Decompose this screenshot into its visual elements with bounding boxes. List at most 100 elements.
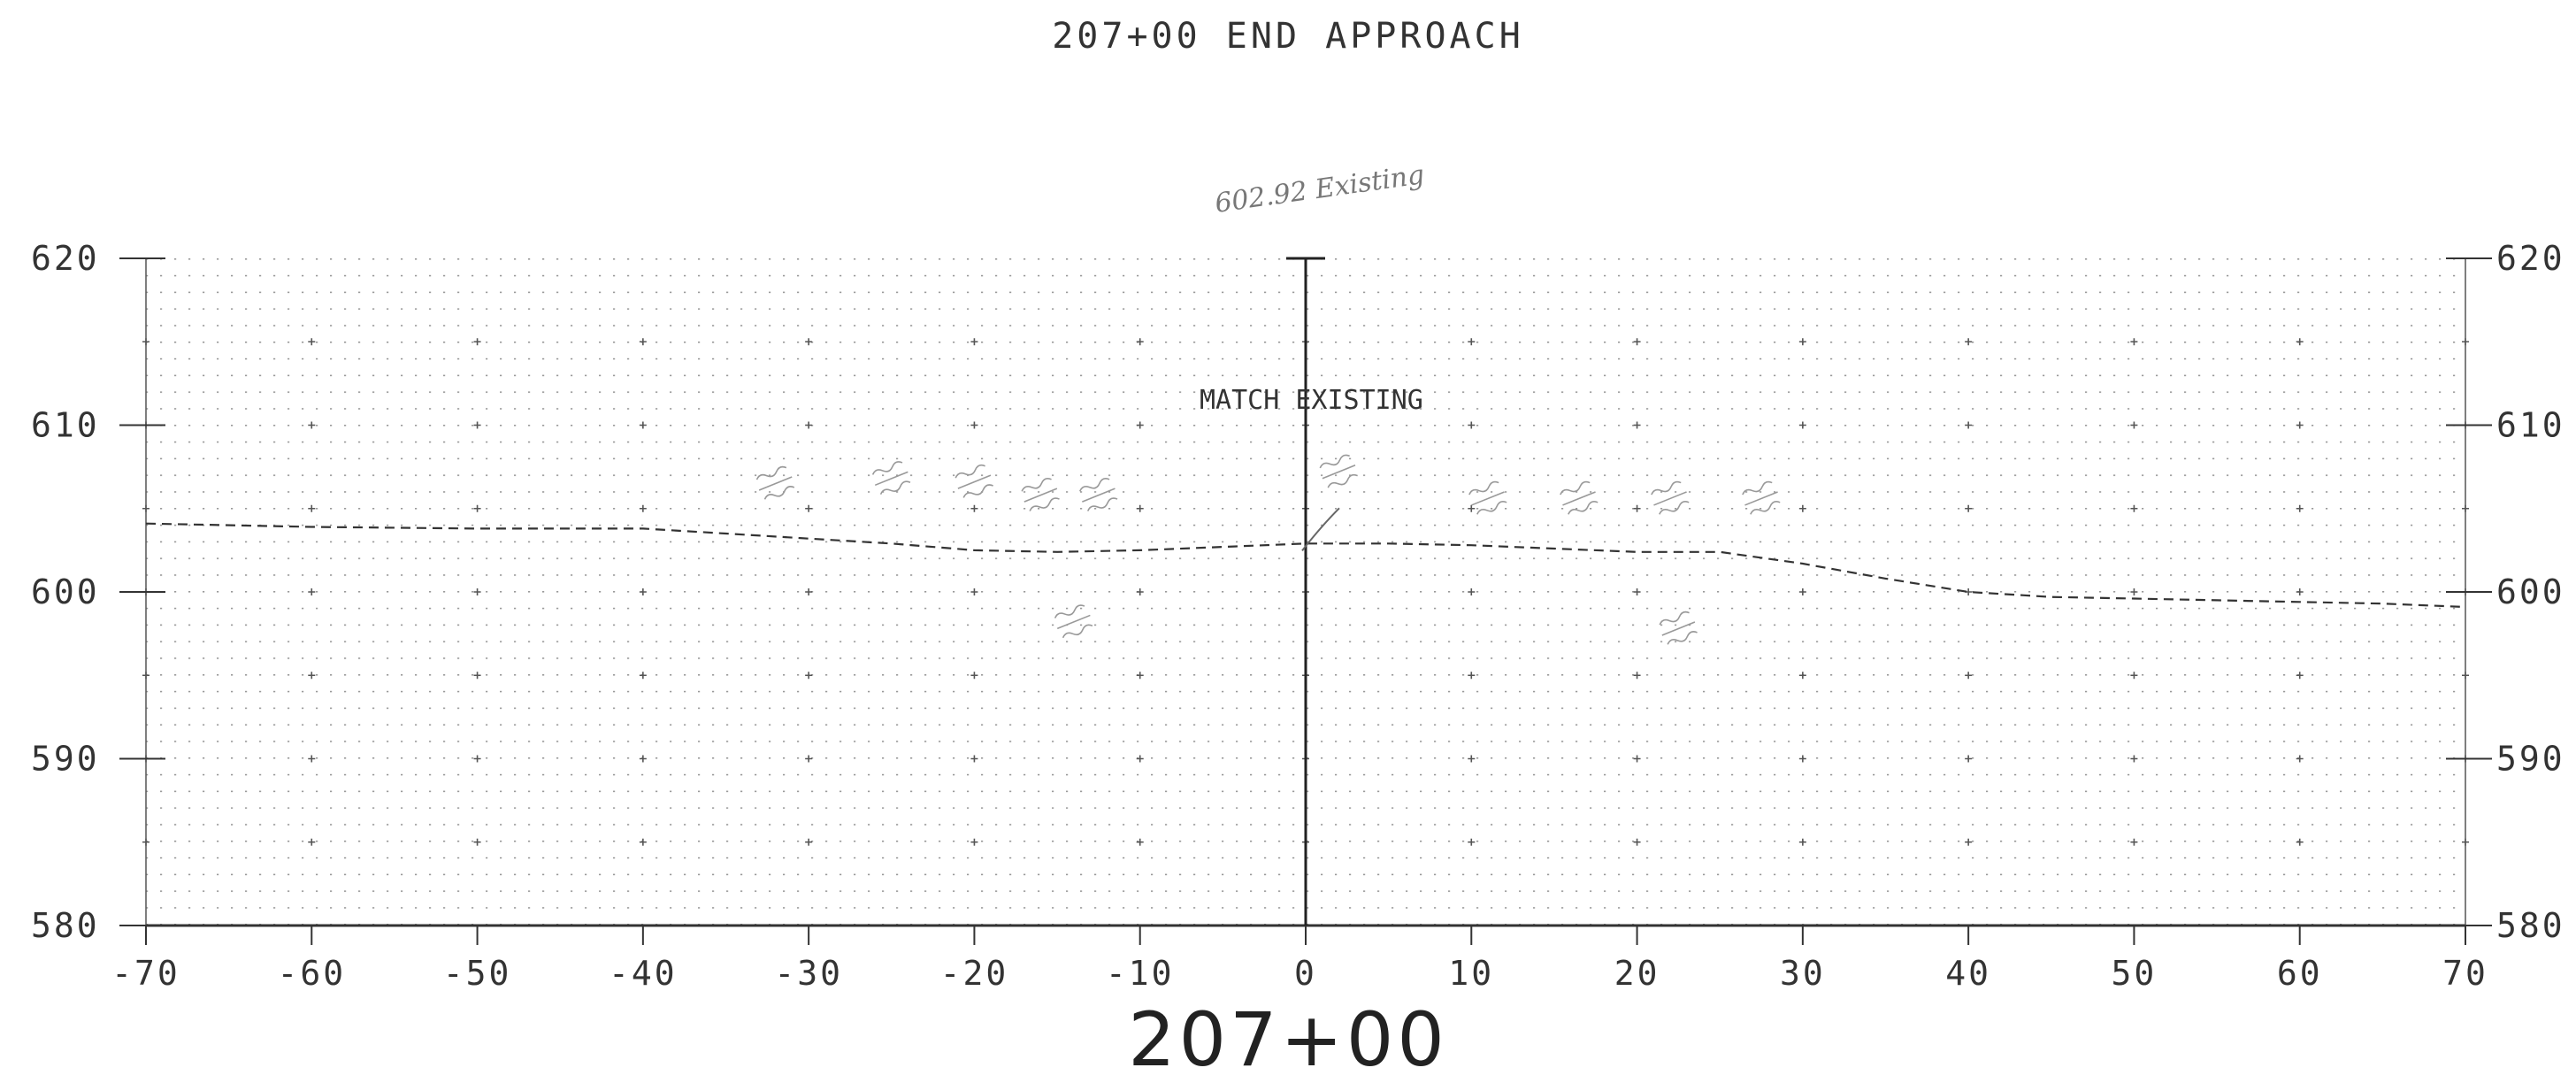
handwritten-elevation-scribble [1054, 604, 1093, 639]
grid-cross-marker [1136, 421, 1144, 429]
grid-cross-marker [1468, 755, 1476, 763]
grid-cross-marker [473, 755, 481, 763]
handwritten-elevation-scribble [954, 464, 993, 498]
grid-cross-marker [473, 588, 481, 595]
grid-cross-marker [308, 338, 316, 346]
grid-cross-marker [1468, 838, 1476, 846]
grid-cross-marker [1798, 338, 1806, 346]
grid-cross-marker [2130, 421, 2138, 429]
scribble-bar [1024, 488, 1058, 503]
grid-cross-marker [2296, 672, 2304, 680]
grid-cross-marker [970, 421, 978, 429]
grid-cross-marker [1136, 588, 1144, 595]
y-tick-label-left: 590 [31, 740, 100, 779]
scribble-bottom [1659, 501, 1690, 515]
x-tick-label: -30 [774, 954, 843, 993]
scribble-bottom [1667, 631, 1698, 645]
grid-cross-marker [639, 504, 647, 512]
scribble-bottom [763, 486, 795, 500]
scribble-bar [957, 474, 992, 489]
scribble-bar [758, 476, 793, 491]
grid-cross-marker [970, 672, 978, 680]
grid-cross-marker [805, 588, 813, 595]
scribble-bar [1653, 491, 1687, 506]
grid-cross-marker [2296, 504, 2304, 512]
grid-cross-marker [2296, 338, 2304, 346]
grid-cross-marker [805, 838, 813, 846]
grid-cross-marker [473, 838, 481, 846]
grid-cross-marker [1136, 338, 1144, 346]
grid-cross-marker [1633, 504, 1641, 512]
grid-cross-marker [1468, 588, 1476, 595]
scribble-top [1659, 611, 1690, 626]
handwritten-elevation-scribble [755, 465, 795, 500]
grid-cross-marker [639, 421, 647, 429]
x-tick-label: -50 [443, 954, 512, 993]
scribble-top [1560, 480, 1591, 495]
scribble-top [1742, 480, 1773, 495]
handwritten-elevation-scribble [1319, 454, 1358, 488]
scribble-top [1319, 454, 1350, 469]
y-tick-label-left: 600 [31, 572, 100, 611]
grid-cross-marker [970, 838, 978, 846]
handwritten-elevation-scribble [1468, 480, 1507, 515]
grid-cross-marker [308, 838, 316, 846]
grid-cross-marker [308, 672, 316, 680]
grid-cross-marker [473, 672, 481, 680]
x-tick-label: 50 [2112, 954, 2158, 993]
grid-cross-marker [473, 504, 481, 512]
grid-cross-marker [1965, 338, 1973, 346]
grid-cross-marker [805, 421, 813, 429]
grid-cross-marker [639, 838, 647, 846]
grid-cross-marker [1633, 338, 1641, 346]
grid-cross-marker [1965, 504, 1973, 512]
y-tick-label-left: 580 [31, 906, 100, 945]
grid-cross-marker [1468, 504, 1476, 512]
grid-cross-marker [805, 672, 813, 680]
grid-cross-marker [1136, 755, 1144, 763]
scribble-bar [1744, 491, 1778, 506]
scribble-bottom [1476, 501, 1507, 515]
grid-cross-marker [1633, 672, 1641, 680]
grid-cross-marker [2130, 672, 2138, 680]
grid-cross-marker [1633, 755, 1641, 763]
scribble-top [1651, 480, 1682, 495]
grid-cross-marker [1798, 672, 1806, 680]
y-tick-label-right: 610 [2496, 406, 2565, 445]
y-tick-label-right: 620 [2496, 239, 2565, 278]
grid-cross-marker [970, 755, 978, 763]
y-tick-label-left: 620 [31, 239, 100, 278]
grid-cross-marker [1965, 672, 1973, 680]
scribble-bottom [1568, 501, 1598, 515]
handwritten-elevation-scribble [1651, 480, 1690, 515]
grid-cross-marker [1468, 672, 1476, 680]
grid-cross-marker [473, 338, 481, 346]
grid-cross-marker [1136, 672, 1144, 680]
x-tick-label: 20 [1614, 954, 1660, 993]
handwritten-elevation-scribble [871, 461, 911, 495]
grid-cross-marker [308, 755, 316, 763]
y-tick-label-right: 600 [2496, 572, 2565, 611]
grid-cross-marker [639, 672, 647, 680]
existing-ground-line [145, 522, 2466, 609]
x-tick-label: -20 [940, 954, 1009, 993]
x-tick-label: 70 [2442, 954, 2488, 993]
x-tick-label: 60 [2277, 954, 2323, 993]
grid-cross-marker [639, 588, 647, 595]
grid-cross-marker [1633, 588, 1641, 595]
handwritten-elevation-scribble [1021, 478, 1060, 511]
scribble-bar [874, 471, 908, 487]
scribble-top [954, 464, 985, 479]
grid-cross-marker [308, 504, 316, 512]
grid-cross-marker [1633, 421, 1641, 429]
scribble-top [755, 465, 787, 480]
match-existing-note: MATCH EXISTING [1200, 385, 1423, 416]
grid-cross-marker [805, 755, 813, 763]
grid-cross-marker [970, 588, 978, 595]
grid-cross-marker [1798, 421, 1806, 429]
grid-cross-marker [2296, 838, 2304, 846]
y-tick-label-left: 610 [31, 406, 100, 445]
scribble-bar [1056, 614, 1091, 630]
